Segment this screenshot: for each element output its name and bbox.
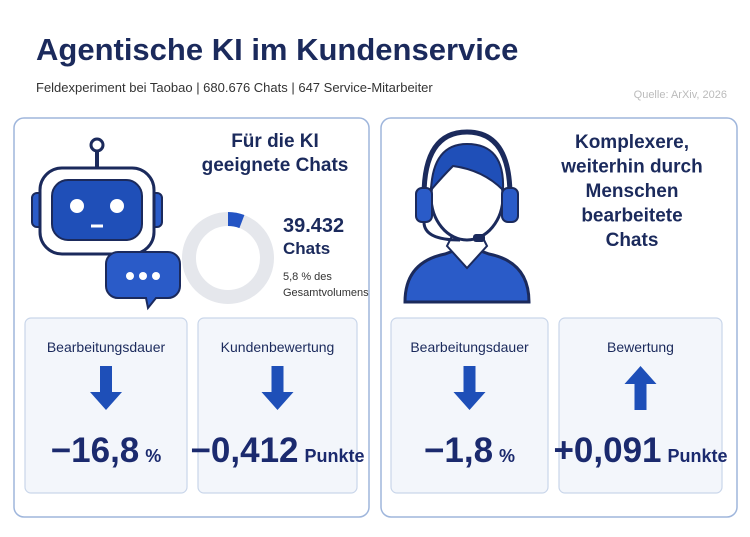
metric-value: −16,8% bbox=[51, 431, 162, 470]
metric-unit: % bbox=[145, 446, 161, 466]
share-label: 5,8 % des bbox=[283, 271, 332, 283]
metric-label: Bewertung bbox=[607, 339, 674, 355]
robot-icon bbox=[31, 137, 181, 311]
metric-number: −0,412 bbox=[190, 431, 298, 470]
metric-number: −16,8 bbox=[51, 431, 140, 470]
panel-title: bearbeitete bbox=[581, 206, 682, 227]
metric-label: Bearbeitungsdauer bbox=[47, 339, 166, 355]
panel-title: Chats bbox=[606, 230, 659, 251]
metric-value: −0,412 Punkte bbox=[190, 431, 364, 470]
panel-title: Menschen bbox=[586, 181, 679, 202]
metric-number: +0,091 bbox=[553, 431, 661, 470]
subtitle: Feldexperiment bei Taobao | 680.676 Chat… bbox=[36, 80, 433, 95]
share-label: Gesamtvolumens bbox=[283, 287, 369, 299]
panel-title: weiterhin durch bbox=[560, 157, 702, 178]
metric-number: −1,8 bbox=[424, 431, 493, 470]
direction-arrow bbox=[453, 366, 486, 410]
panel-title: Für die KI bbox=[231, 131, 319, 152]
source: Quelle: ArXiv, 2026 bbox=[634, 89, 727, 101]
metric-value: −1,8% bbox=[424, 431, 515, 470]
metric-value: +0,091 Punkte bbox=[553, 431, 727, 470]
metric-unit: % bbox=[499, 446, 515, 466]
metric-label: Bearbeitungsdauer bbox=[410, 339, 529, 355]
metric-unit: Punkte bbox=[668, 446, 728, 466]
direction-arrow bbox=[261, 366, 294, 410]
direction-arrow bbox=[624, 366, 657, 410]
count: 39.432 bbox=[283, 215, 344, 237]
metric-label: Kundenbewertung bbox=[221, 339, 335, 355]
title: Agentische KI im Kundenservice bbox=[36, 32, 518, 67]
panel-title: geeignete Chats bbox=[202, 155, 349, 176]
direction-arrow bbox=[90, 366, 122, 410]
agent-icon bbox=[403, 129, 531, 304]
donut-share bbox=[227, 212, 245, 229]
panel-title: Komplexere, bbox=[575, 132, 689, 153]
count-unit: Chats bbox=[283, 239, 330, 258]
metric-unit: Punkte bbox=[305, 446, 365, 466]
